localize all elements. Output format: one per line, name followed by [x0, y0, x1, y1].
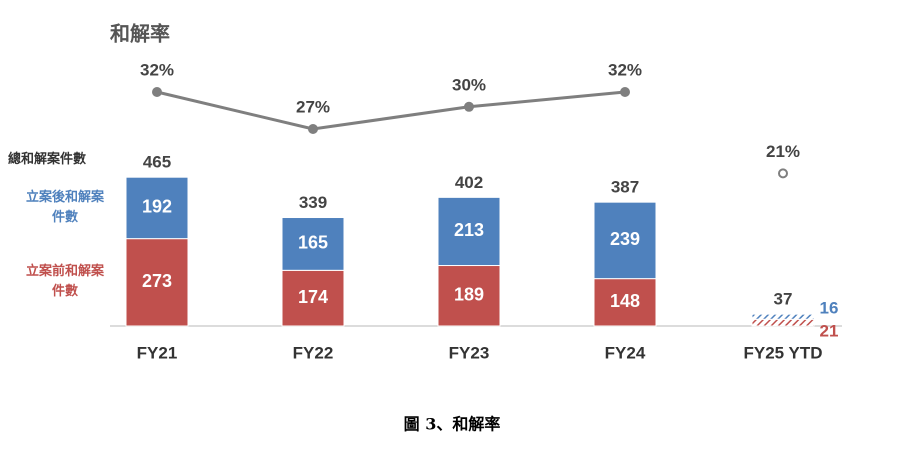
- x-tick-label: FY25 YTD: [743, 343, 822, 362]
- total-label: 387: [611, 178, 639, 197]
- bar-segment: [437, 196, 501, 267]
- bar-segment: [437, 265, 501, 327]
- x-tick-label: FY23: [449, 343, 490, 362]
- bar-segment: [125, 176, 189, 240]
- x-tick-label: FY24: [605, 343, 646, 362]
- value-label: 165: [298, 233, 328, 253]
- rate-point: [620, 87, 630, 97]
- value-label: 21: [820, 321, 839, 340]
- legend-entry: 立案前和解案件數: [25, 264, 104, 299]
- caption: 圖 3、和解率: [404, 415, 501, 434]
- value-label: 239: [610, 229, 640, 249]
- totals-label: 總和解案件數: [8, 152, 87, 167]
- value-label: 273: [142, 271, 172, 291]
- rate-point: [152, 87, 162, 97]
- rate-point: [464, 101, 474, 112]
- rate-label: 32%: [608, 60, 642, 79]
- value-label: 213: [454, 220, 484, 240]
- total-label: 37: [774, 290, 793, 309]
- rate-point: [308, 124, 318, 134]
- bar-segment: [593, 278, 657, 327]
- rate-title: 和解率: [110, 22, 170, 46]
- rate-label: 30%: [452, 75, 486, 94]
- rate-line: [156, 90, 626, 131]
- bar-segment: [751, 318, 815, 327]
- x-tick-label: FY22: [293, 343, 334, 362]
- legend-entry: 立案後和解案件數: [25, 190, 104, 225]
- bar-segment: [751, 313, 815, 320]
- x-tick-label: FY21: [137, 343, 178, 362]
- value-label: 174: [298, 287, 328, 307]
- value-label: 189: [454, 285, 484, 305]
- value-label: 192: [142, 197, 172, 217]
- value-label: 16: [820, 298, 839, 317]
- bar-segment: [593, 201, 657, 280]
- rate-point: [778, 168, 788, 179]
- total-label: 402: [455, 173, 483, 192]
- rate-label: 27%: [296, 97, 330, 116]
- rate-label: 32%: [140, 60, 174, 79]
- value-label: 148: [610, 291, 640, 311]
- total-label: 339: [299, 193, 327, 212]
- bar-segment: [125, 238, 189, 327]
- bar-segment: [281, 217, 345, 271]
- total-label: 465: [143, 153, 171, 172]
- rate-label: 21%: [766, 142, 800, 161]
